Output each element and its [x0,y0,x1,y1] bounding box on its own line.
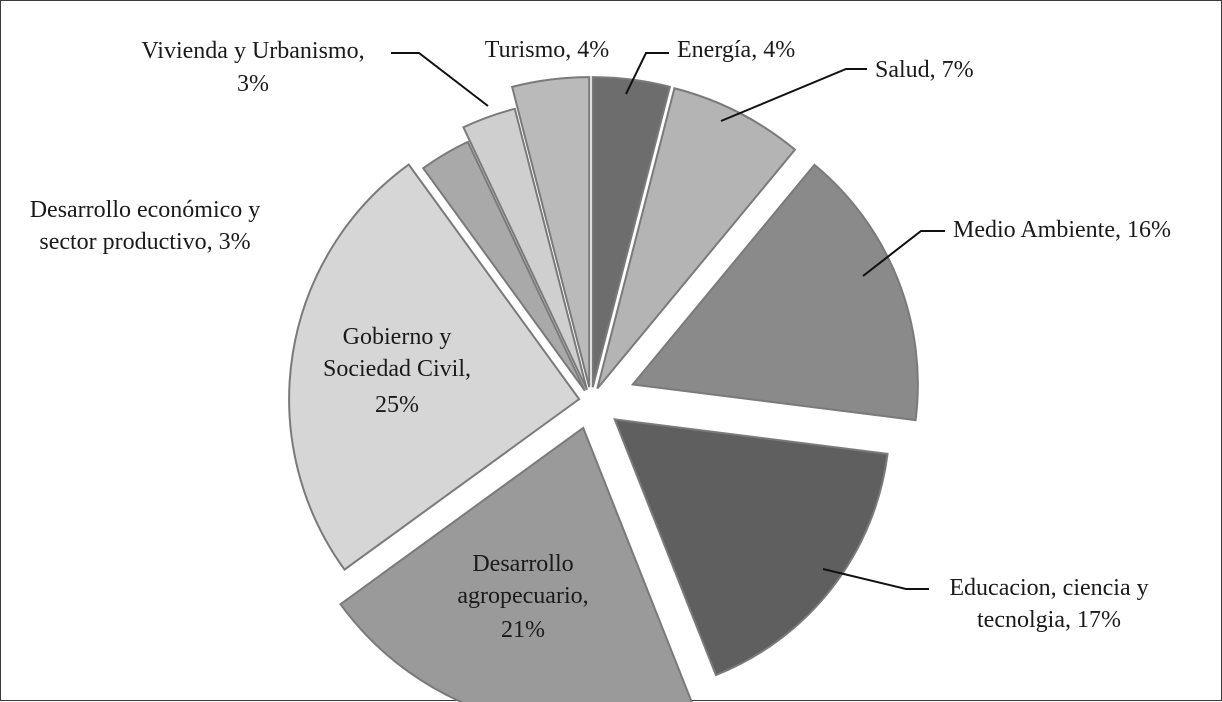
slice-label-desarrollo: Desarrollo agropecuario, 21% [457,551,588,643]
pie-slice-desarrollo-economico-y [421,140,586,392]
slice-label-line: Gobierno y [343,324,452,350]
slice-label-desarrollo-economico-y: Desarrollo económico y sector productivo,… [30,197,261,255]
leader-line-energia-4 [625,52,669,95]
slice-label-line: tecnolgia, 17% [977,607,1121,633]
leader-line-salud-7 [720,68,867,122]
leader-line-vivienda-y-urbanismo [391,52,489,107]
slice-label-line: Vivienda y Urbanismo, [141,38,364,64]
slice-label-line: Energía, 4% [677,37,795,63]
slice-label-line: Salud, 7% [875,57,974,83]
pie-slice-vivienda-y-urbanismo [462,107,588,391]
slice-label-line: Educacion, ciencia y [949,575,1148,601]
pie-slice-desarrollo [339,426,693,702]
slice-label-line: Medio Ambiente, 16% [953,217,1171,243]
pie-slice-educacion-ciencia-y [613,418,889,677]
slice-label-line: 3% [237,71,269,97]
slice-label-medio-ambiente-16: Medio Ambiente, 16% [953,217,1171,243]
slice-label-salud-7: Salud, 7% [875,57,974,83]
slice-label-line: 25% [375,392,419,418]
slice-label-line: agropecuario, [457,583,588,609]
slice-label-line: Desarrollo económico y [30,197,261,223]
slice-label-gobierno-y: Gobierno y Sociedad Civil, 25% [323,324,471,418]
slice-label-vivienda-y-urbanismo: Vivienda y Urbanismo, 3% [141,38,364,97]
pie-slice-salud-7 [596,87,797,390]
slice-label-line: Turismo, 4% [485,37,609,63]
slice-label-educacion-ciencia-y: Educacion, ciencia y tecnolgia, 17% [949,575,1148,633]
slice-label-line: Desarrollo [472,551,573,577]
slice-label-energia-4: Energía, 4% [677,37,795,63]
slice-label-line: 21% [501,617,545,643]
pie-slice-gobierno-y [288,163,581,571]
slice-label-line: sector productivo, 3% [39,229,250,255]
leader-line-medio-ambiente-16 [862,230,945,277]
slice-label-turismo-4: Turismo, 4% [485,37,609,63]
pie-slice-energia-4 [591,76,672,388]
pie-slice-medio-ambiente-16 [630,163,919,422]
pie-slice-turismo-4 [510,76,591,388]
slice-label-line: Sociedad Civil, [323,356,471,382]
leader-line-educacion-ciencia-y [822,568,929,590]
